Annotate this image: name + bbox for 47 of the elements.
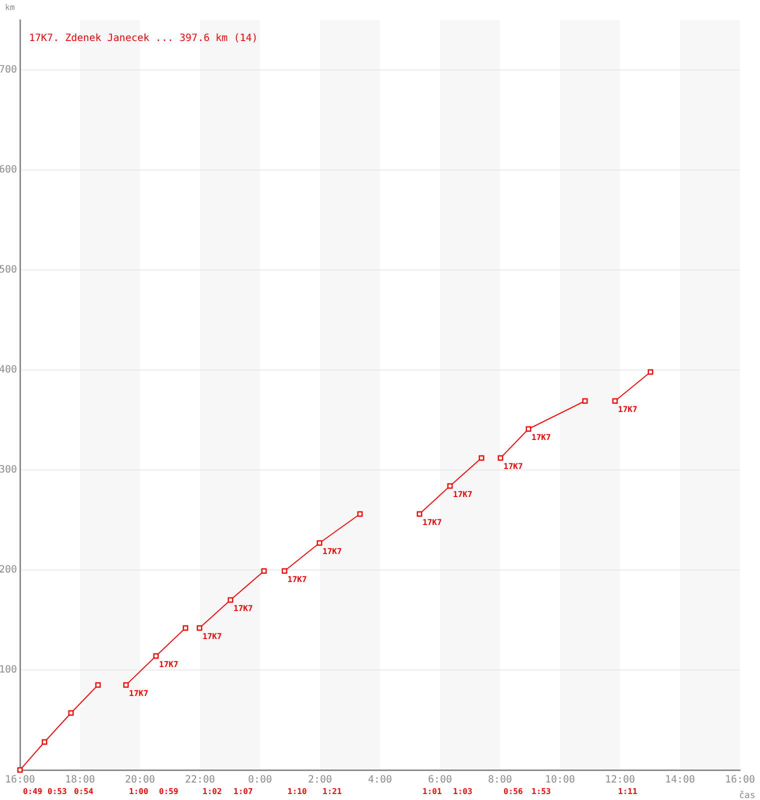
x-tick-label: 20:00 bbox=[124, 774, 156, 786]
x-tick-label: 16:00 bbox=[724, 774, 756, 786]
x-tick-label: 2:00 bbox=[308, 774, 332, 786]
text: 0:54 bbox=[74, 787, 94, 796]
text: 1:03 bbox=[453, 787, 472, 796]
y-tick-label: 300 bbox=[0, 464, 17, 476]
x-tick-label: 0:00 bbox=[248, 774, 272, 786]
annotation: 17K7 bbox=[129, 689, 148, 698]
annotation: 17K7 bbox=[288, 575, 307, 584]
x-tick-label: 10:00 bbox=[544, 774, 576, 786]
y-axis-title: km bbox=[5, 3, 15, 12]
x-tick-label: 6:00 bbox=[428, 774, 452, 786]
annotation: 17K7 bbox=[202, 632, 222, 642]
text: 1:10 bbox=[288, 787, 307, 796]
x-tick-label: 12:00 bbox=[604, 774, 636, 786]
annotation: 17K7 bbox=[532, 433, 551, 442]
annotation: 17K7 bbox=[234, 604, 253, 614]
text: 0:53 bbox=[48, 787, 67, 796]
annotation: 17K7 bbox=[422, 518, 442, 528]
x-tick-label: 16:00 bbox=[4, 774, 36, 786]
y-tick-label: 600 bbox=[0, 164, 17, 176]
text: 17K7. Zdenek Janecek ... 397.6 km (14) bbox=[29, 33, 258, 44]
text: 1:07 bbox=[234, 787, 253, 796]
text: 1:01 bbox=[422, 787, 442, 796]
text: 0:49 bbox=[23, 787, 42, 796]
y-tick-label: 500 bbox=[0, 264, 17, 276]
text: 0:59 bbox=[159, 787, 178, 796]
annotation: 17K7 bbox=[453, 490, 472, 500]
x-tick-label: 18:00 bbox=[64, 774, 96, 786]
text: 1:02 bbox=[202, 787, 222, 796]
annotation: 17K7 bbox=[504, 462, 523, 472]
y-tick-label: 100 bbox=[0, 664, 17, 676]
annotation: 17K7 bbox=[159, 660, 178, 670]
x-axis-title: čas bbox=[739, 790, 756, 800]
text: 0:56 bbox=[504, 787, 523, 796]
y-tick-label: 700 bbox=[0, 64, 17, 76]
text: 1:00 bbox=[129, 787, 148, 796]
x-tick-label: 8:00 bbox=[488, 774, 512, 786]
x-tick-label: 22:00 bbox=[184, 774, 216, 786]
text: 1:53 bbox=[532, 787, 551, 796]
text: 1:11 bbox=[618, 787, 638, 796]
text: 1:21 bbox=[322, 787, 342, 796]
annotation: 17K7 bbox=[322, 547, 342, 556]
x-tick-label: 4:00 bbox=[368, 774, 392, 786]
annotation: 17K7 bbox=[618, 405, 638, 414]
x-tick-label: 14:00 bbox=[664, 774, 696, 786]
y-tick-label: 200 bbox=[0, 564, 17, 576]
